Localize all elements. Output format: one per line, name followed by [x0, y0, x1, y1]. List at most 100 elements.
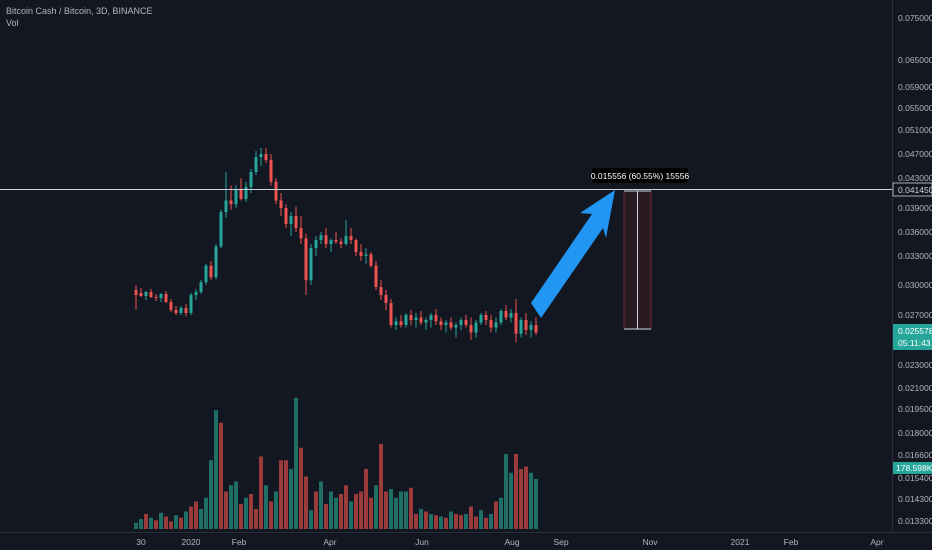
candle: [259, 148, 263, 166]
candle: [509, 309, 513, 323]
price-tick-label: 0.016600: [898, 450, 932, 460]
volume-bar: [314, 491, 318, 529]
volume-bar: [214, 410, 218, 529]
volume-bar: [384, 491, 388, 529]
time-tick-label: Feb: [232, 537, 247, 547]
volume-indicator-label[interactable]: Vol: [6, 18, 19, 28]
volume-bar: [444, 517, 448, 529]
volume-bar: [369, 497, 373, 529]
candle: [184, 304, 188, 317]
candle: [519, 317, 523, 338]
volume-bar: [139, 519, 143, 529]
measure-label-bg: [592, 168, 688, 183]
time-tick-label: 2021: [731, 537, 750, 547]
up-arrow-drawing[interactable]: [531, 190, 615, 318]
candle: [144, 291, 148, 300]
price-tick-label: 0.033000: [898, 251, 932, 261]
candle: [309, 244, 313, 285]
candle: [154, 294, 158, 301]
level-price-text: 0.041450: [898, 185, 932, 195]
candle: [174, 306, 178, 315]
volume-bar: [479, 510, 483, 529]
volume-bar: [389, 489, 393, 529]
volume-bar: [454, 514, 458, 529]
volume-bar: [134, 522, 138, 529]
time-tick-label: 30: [136, 537, 146, 547]
volume-bar: [534, 479, 538, 529]
volume-bar: [264, 485, 268, 529]
time-tick-label: Sep: [553, 537, 568, 547]
candle: [384, 290, 388, 310]
volume-bar: [204, 497, 208, 529]
candle: [224, 172, 228, 218]
volume-bar: [509, 472, 513, 529]
candle: [434, 309, 438, 325]
volume-bar: [259, 456, 263, 529]
candle: [339, 238, 343, 248]
volume-bar: [499, 497, 503, 529]
volume-bar: [334, 497, 338, 529]
candle: [404, 313, 408, 328]
volume-bar: [374, 485, 378, 529]
candle: [159, 293, 163, 302]
volume-bar: [249, 494, 253, 529]
bar-countdown-text: 05:11:43: [898, 338, 931, 348]
chart-legend: Bitcoin Cash / Bitcoin, 3D, BINANCE Vol: [6, 5, 153, 29]
candle: [364, 248, 368, 264]
price-tick-label: 0.036000: [898, 227, 932, 237]
symbol-title[interactable]: Bitcoin Cash / Bitcoin, 3D, BINANCE: [6, 6, 153, 16]
candle: [424, 317, 428, 330]
candle: [204, 263, 208, 285]
volume-bar: [424, 511, 428, 529]
volume-bar: [319, 481, 323, 529]
price-tick-label: 0.055000: [898, 103, 932, 113]
candle: [299, 216, 303, 244]
candle: [279, 193, 283, 216]
volume-bar: [399, 491, 403, 529]
price-tick-label: 0.075000: [898, 13, 932, 23]
volume-bar: [459, 515, 463, 529]
candle: [369, 252, 373, 268]
candle: [344, 220, 348, 246]
candle: [429, 313, 433, 328]
candle: [444, 320, 448, 333]
volume-bar: [329, 491, 333, 529]
volume-bar: [529, 472, 533, 529]
price-tick-label: 0.047000: [898, 149, 932, 159]
volume-bar: [339, 494, 343, 529]
volume-bar: [274, 491, 278, 529]
candle: [199, 280, 203, 294]
candle: [264, 148, 268, 163]
volume-bar: [289, 469, 293, 529]
volume-bar: [189, 506, 193, 529]
candle: [494, 317, 498, 333]
candle: [379, 280, 383, 300]
volume-bar: [449, 511, 453, 529]
volume-bar: [159, 512, 163, 529]
candle: [179, 306, 183, 315]
candle: [269, 154, 273, 186]
time-tick-label: Feb: [784, 537, 799, 547]
candle: [244, 181, 248, 202]
volume-bar: [354, 494, 358, 529]
candle: [504, 305, 508, 320]
price-axis: 0.075000 0.065000 0.059000 0.055000 0.051000…: [892, 0, 932, 532]
price-tick-label: 0.023000: [898, 360, 932, 370]
last-price-tag: 0.025578 05:11:43: [893, 324, 932, 350]
measure-label-text: 0.015556 (60.55%) 15556: [591, 171, 690, 181]
price-tick-label: 0.018000: [898, 428, 932, 438]
candle: [534, 317, 538, 335]
price-tick-label: 0.027000: [898, 310, 932, 320]
level-price-tag: 0.041450: [892, 182, 932, 197]
volume-bar: [469, 506, 473, 529]
volume-bar: [304, 476, 308, 529]
volume-bar: [154, 520, 158, 529]
price-tick-label: 0.059000: [898, 82, 932, 92]
candle: [254, 151, 258, 175]
candle: [499, 309, 503, 325]
price-tick-label: 0.019500: [898, 404, 932, 414]
volume-bar: [434, 515, 438, 529]
candle: [169, 299, 173, 312]
volume-bar: [519, 469, 523, 529]
